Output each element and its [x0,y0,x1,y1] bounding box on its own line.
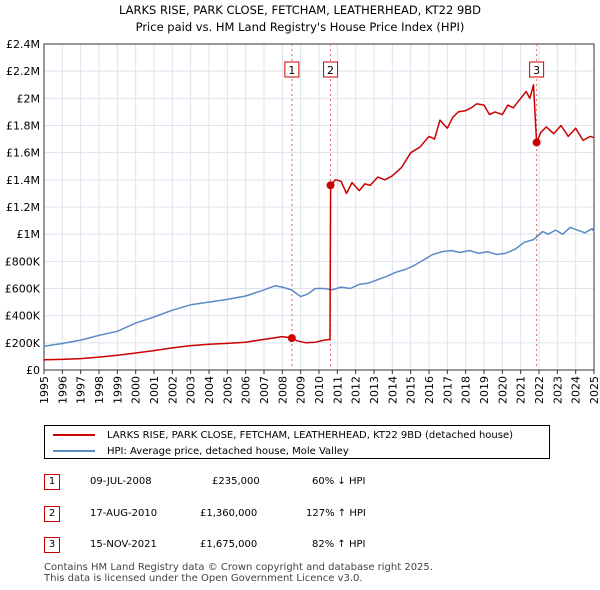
x-tick-label: 2011 [331,376,344,404]
x-tick-label: 1997 [75,376,88,404]
legend-item-hpi: HPI: Average price, detached house, Mole… [53,444,349,458]
legend-label-property: LARKS RISE, PARK CLOSE, FETCHAM, LEATHER… [107,429,514,441]
x-tick-label: 2010 [313,376,326,404]
x-tick-label: 2005 [221,376,234,404]
y-tick-label: £600K [5,283,41,296]
transaction-hpi: 127% ↑ HPI [306,508,366,519]
legend: LARKS RISE, PARK CLOSE, FETCHAM, LEATHER… [44,425,550,459]
x-tick-label: 2006 [240,376,253,404]
x-tick-label: 2012 [350,376,363,404]
footer-copyright: Contains HM Land Registry data © Crown c… [44,562,433,573]
price-chart: £0 £200K £400K £600K £800K £1M £1.2M £1.4M £1.6M… [5,38,600,404]
property-price-line [43,84,595,361]
x-tick-label: 2022 [533,376,546,404]
x-tick-label: 2004 [203,376,216,404]
table-row: 3 15-NOV-2021 £1,675,000 82% ↑ HPI [44,537,384,555]
legend-item-property: LARKS RISE, PARK CLOSE, FETCHAM, LEATHER… [53,428,513,442]
y-tick-label: £800K [5,255,41,268]
sale-marker-badge [323,61,339,78]
footer: Contains HM Land Registry data © Crown c… [44,562,433,584]
transaction-price: £1,675,000 [200,539,258,550]
chart-title-line1: LARKS RISE, PARK CLOSE, FETCHAM, LEATHER… [118,3,482,17]
legend-label-hpi: HPI: Average price, detached house, Mole… [107,445,349,457]
x-tick-label: 2024 [570,376,583,404]
sale-marker-label: 2 [327,64,334,77]
y-tick-label: £1.4M [6,174,40,187]
transaction-date: 15-NOV-2021 [90,539,157,550]
x-tick-label: 2000 [130,376,143,404]
x-tick-label: 2014 [386,376,399,404]
transaction-hpi: 60% ↓ HPI [312,476,366,487]
x-tick-label: 2008 [276,376,289,404]
transaction-price: £235,000 [212,476,260,487]
x-tick-label: 2025 [588,376,600,404]
y-tick-label: £1.6M [6,147,40,160]
legend-swatch-hpi [53,450,95,452]
x-tick-label: 1996 [56,376,69,404]
x-tick-label: 2007 [258,376,271,404]
transaction-price: £1,360,000 [200,508,258,519]
y-tick-label: £2.4M [6,38,40,51]
x-tick-label: 1999 [111,376,124,404]
x-tick-label: 2016 [423,376,436,404]
x-tick-label: 2017 [441,376,454,404]
y-tick-label: £2.2M [6,65,40,78]
x-tick-label: 2003 [185,376,198,404]
transaction-date: 17-AUG-2010 [90,508,158,519]
x-tick-label: 1998 [93,376,106,404]
sale-marker-label: 1 [288,64,295,77]
y-tick-label: £400K [5,310,41,323]
hpi-line [43,226,595,347]
y-tick-label: £1.8M [6,120,40,133]
plot-border [43,43,595,371]
x-tick-label: 2013 [368,376,381,404]
x-tick-label: 2020 [496,376,509,404]
table-row: 1 09-JUL-2008 £235,000 60% ↓ HPI [44,474,384,492]
transaction-date: 09-JUL-2008 [90,476,152,487]
x-tick-label: 2021 [515,376,528,404]
legend-swatch-property [53,434,95,436]
footer-licence: This data is licensed under the Open Gov… [44,573,363,584]
y-tick-label: £1.2M [6,201,40,214]
x-tick-label: 2019 [478,376,491,404]
y-tick-label: £2M [17,92,41,105]
y-tick-label: £1M [17,228,41,241]
sale-point [532,138,541,147]
x-tick-label: 2023 [551,376,564,404]
sale-marker-badge [529,61,545,78]
sale-point [326,181,335,190]
x-tick-label: 2018 [460,376,473,404]
x-tick-label: 2015 [405,376,418,404]
transaction-badge: 3 [44,537,60,553]
x-tick-label: 2002 [166,376,179,404]
transaction-hpi: 82% ↑ HPI [312,539,366,550]
chart-title-line2: Price paid vs. HM Land Registry's House … [135,20,465,34]
y-tick-label: £0 [26,364,40,377]
x-tick-label: 1995 [38,376,51,404]
table-row: 2 17-AUG-2010 £1,360,000 127% ↑ HPI [44,506,384,524]
sale-marker-label: 3 [533,64,540,77]
sale-marker-badge [284,61,300,78]
x-tick-label: 2001 [148,376,161,404]
sale-point [287,334,296,343]
transaction-badge: 2 [44,506,60,522]
transaction-badge: 1 [44,474,60,490]
y-tick-label: £200K [5,337,41,350]
x-tick-label: 2009 [295,376,308,404]
